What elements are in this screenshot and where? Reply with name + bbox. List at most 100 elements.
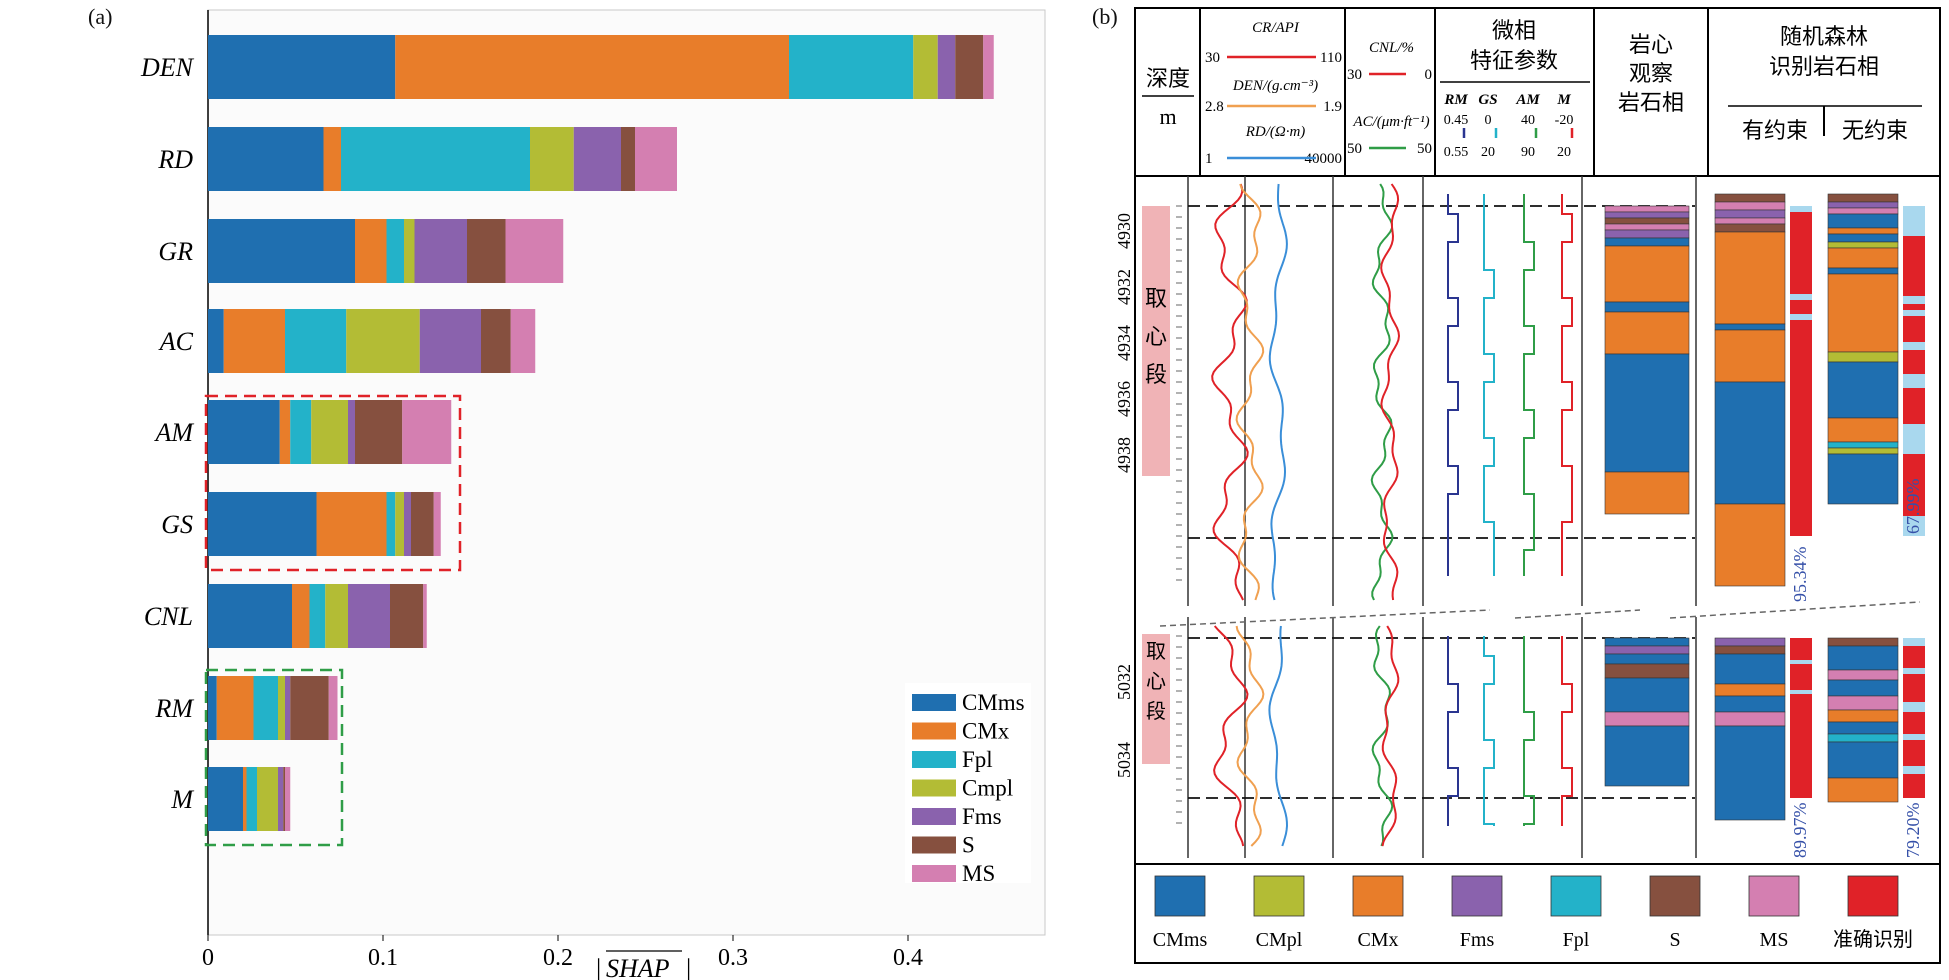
bar-rd-fms (573, 127, 621, 191)
accuracy-strip-constrained-lower-miss (1790, 690, 1812, 694)
cored-interval-upper (1142, 206, 1170, 476)
accuracy-strip-constrained-upper-miss (1790, 294, 1812, 300)
core-facies-upper (1604, 245, 1690, 303)
core-facies-upper (1604, 205, 1690, 213)
curve-max-ac: 50 (1417, 141, 1432, 157)
den-curve (1235, 625, 1265, 847)
cr-curve (1211, 183, 1249, 601)
accuracy-strip-unconstrained-upper-miss (1903, 206, 1925, 236)
bar-gs-cmms (208, 492, 317, 556)
curve-max-rd: 40000 (1305, 151, 1343, 167)
core-facies-lower (1604, 663, 1690, 679)
bar-gr-s (467, 219, 506, 283)
category-label-gs: GS (161, 510, 193, 539)
curve-min-ac: 50 (1347, 141, 1362, 157)
core-facies-upper (1604, 217, 1690, 225)
bar-am-fpl (290, 400, 312, 464)
legend-label-s: S (962, 833, 975, 858)
rf-constrained-upper (1714, 323, 1786, 331)
rf-header-line1: 随机森林 (1780, 25, 1868, 50)
rf-unconstrained-lower (1827, 741, 1899, 779)
accuracy-strip-unconstrained-lower-miss (1903, 766, 1925, 774)
legend-label-b-4: Fpl (1563, 929, 1590, 951)
accuracy-strip-constrained-lower (1790, 638, 1812, 798)
accuracy-strip-unconstrained-upper-miss (1903, 342, 1925, 350)
micro-param-bottom-m: 20 (1557, 145, 1571, 160)
rf-constrained-upper (1714, 381, 1786, 505)
accuracy-strip-constrained-lower-miss (1790, 660, 1812, 664)
accuracy-lower-unconstrained: 79.20% (1903, 803, 1923, 859)
rf-unconstrained-upper (1827, 273, 1899, 353)
cored-label-lower: 取 (1146, 639, 1166, 663)
bar-ac-s (481, 309, 511, 373)
bar-den-fms (937, 35, 956, 99)
micro-param-bottom-gs: 20 (1481, 145, 1495, 160)
micro-param-bottom-am: 90 (1521, 145, 1535, 160)
curve-header-cr: CR/API (1252, 20, 1300, 36)
rf-constrained-upper (1714, 329, 1786, 383)
rf-constrained-lower (1714, 683, 1786, 697)
micro-param-am: AM (1515, 92, 1540, 108)
rf-unconstrained-lower (1827, 709, 1899, 723)
legend-label-b-0: CMms (1153, 929, 1208, 951)
bar-ac-cmx (223, 309, 285, 373)
bar-cnl-cmms (208, 584, 292, 648)
legend-label-cmx: CMx (962, 719, 1010, 744)
bar-am-cmms (208, 400, 280, 464)
legend-label-b-6: MS (1760, 929, 1789, 951)
bar-am-ms (402, 400, 452, 464)
micro-header-line1: 微相 (1492, 19, 1536, 44)
bar-ac-fpl (285, 309, 347, 373)
category-label-m: M (170, 785, 194, 814)
x-tick-label: 0.1 (368, 945, 398, 971)
accuracy-upper-unconstrained: 67.99% (1903, 479, 1923, 535)
legend-swatch-b-0 (1154, 875, 1206, 917)
rf-constrained-upper (1714, 209, 1786, 219)
rf-unconstrained-upper (1827, 441, 1899, 449)
rf-unconstrained-upper (1827, 201, 1899, 209)
rf-unconstrained-upper (1827, 447, 1899, 455)
micro-curve-gs (1483, 636, 1495, 826)
bar-rm-fpl (253, 676, 278, 740)
cored-label-lower: 心 (1146, 669, 1166, 693)
rf-unconstrained-lower (1827, 645, 1899, 671)
interval-break-line (1669, 601, 1921, 619)
core-facies-lower (1604, 725, 1690, 787)
legend-swatch-fms (912, 808, 956, 825)
depth-tick-upper: 4936 (1114, 381, 1134, 417)
bar-gs-fms (404, 492, 411, 556)
rf-unconstrained-upper (1827, 453, 1899, 505)
legend-swatch-fpl (912, 751, 956, 768)
accuracy-strip-unconstrained-upper-miss (1903, 310, 1925, 316)
bar-gr-cmx (355, 219, 387, 283)
x-axis-label-text: SHAP (606, 954, 670, 980)
rf-unconstrained-upper (1827, 233, 1899, 243)
accuracy-strip-constrained-upper-miss (1790, 314, 1812, 320)
accuracy-upper-constrained: 95.34% (1790, 547, 1810, 603)
x-tick-label: 0 (202, 945, 214, 971)
rf-unconstrained-upper (1827, 351, 1899, 363)
micro-param-bottom-rm: 0.55 (1444, 145, 1469, 160)
rf-unconstrained-upper (1827, 207, 1899, 215)
rf-unconstrained-upper (1827, 241, 1899, 249)
depth-tick-upper: 4934 (1114, 325, 1134, 361)
bar-cnl-fms (348, 584, 390, 648)
rf-constrained-upper (1714, 503, 1786, 587)
micro-param-top-m: -20 (1555, 113, 1574, 128)
category-label-rm: RM (154, 694, 194, 723)
bar-m-cmx (243, 767, 247, 831)
bar-m-ms (285, 767, 291, 831)
depth-tick-lower: 5034 (1114, 742, 1134, 778)
panel-a-label: (a) (88, 4, 113, 29)
core-facies-upper (1604, 223, 1690, 231)
rf-unconstrained-lower (1827, 669, 1899, 681)
core-facies-lower (1604, 711, 1690, 727)
bar-gr-cmms (208, 219, 355, 283)
legend-swatch-b-5 (1649, 875, 1701, 917)
bar-cnl-s (390, 584, 424, 648)
bar-rd-cmms (208, 127, 324, 191)
core-facies-lower (1604, 637, 1690, 647)
bar-den-cmms (208, 35, 396, 99)
micro-param-rm: RM (1443, 92, 1468, 108)
